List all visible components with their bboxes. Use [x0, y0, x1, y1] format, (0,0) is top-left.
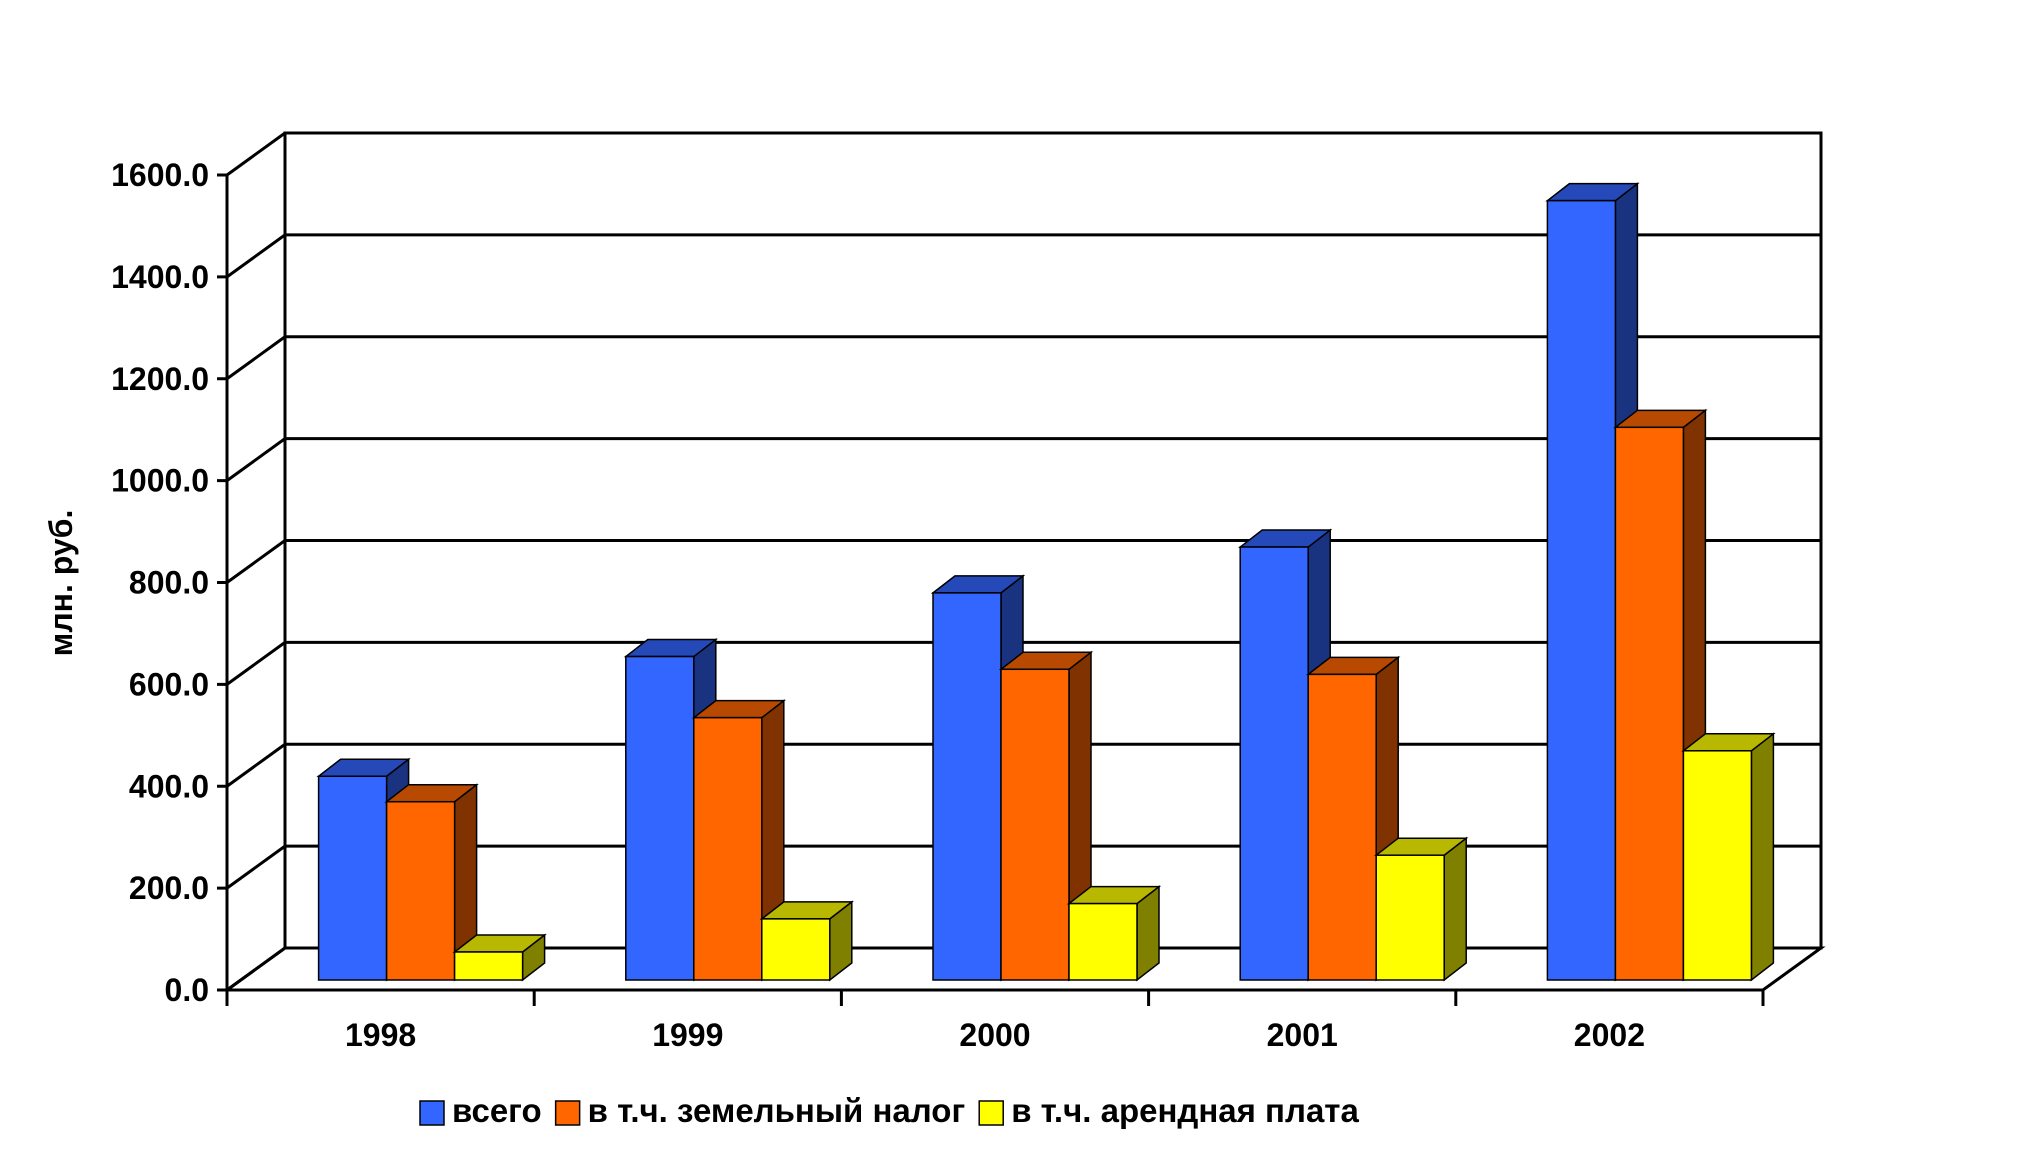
legend-swatch [419, 1100, 445, 1126]
y-tick-label: 0.0 [165, 972, 209, 1008]
y-tick-label: 400.0 [129, 768, 209, 804]
gridline-side [226, 131, 286, 177]
y-tick-label: 800.0 [129, 565, 209, 601]
y-axis-ticks: 0.0 200.0 400.0 600.0 800.0 1000.0 1200.0 1400.… [111, 157, 227, 1008]
gridline-side [226, 335, 286, 380]
legend-item: в т.ч. арендная плата [978, 1092, 1359, 1129]
bar-2001-2 [1374, 836, 1469, 982]
bar-2000-2 [1066, 885, 1162, 982]
legend-swatch [554, 1100, 581, 1126]
bar-2001-1 [1306, 655, 1401, 982]
gridline-side [226, 641, 286, 686]
x-tick-label: 2000 [959, 1017, 1030, 1053]
legend-item: всего [419, 1092, 542, 1129]
y-tick-label: 200.0 [129, 870, 209, 906]
bars [316, 182, 1776, 982]
x-axis-ticks: 1998 1999 2000 2001 2002 [225, 990, 1765, 1053]
x-tick-label: 1998 [345, 1017, 416, 1053]
x-tick-label: 2002 [1574, 1017, 1645, 1053]
bar-1998-1 [384, 783, 479, 982]
legend-label: всего [452, 1092, 542, 1129]
gridline-side [226, 233, 286, 279]
y-axis-title: млн. руб. [43, 510, 79, 657]
bar-2000-1 [998, 650, 1094, 982]
gridline-side [226, 437, 286, 482]
bar-1999-2 [759, 900, 854, 982]
legend-swatch [978, 1100, 1004, 1126]
x-tick-label: 1999 [652, 1017, 723, 1053]
y-tick-label: 1000.0 [111, 463, 209, 499]
y-tick-label: 1600.0 [111, 157, 209, 193]
y-tick-label: 600.0 [129, 666, 209, 702]
y-tick-label: 1400.0 [111, 259, 209, 295]
legend-label: в т.ч. земельный налог [588, 1092, 966, 1129]
bar-1999-1 [691, 699, 786, 982]
bar-2002-2 [1681, 732, 1776, 982]
legend: всего в т.ч. земельный налог в т.ч. арендн… [419, 1092, 1359, 1129]
legend-label: в т.ч. арендная плата [1011, 1092, 1359, 1129]
gridline-side [226, 844, 286, 890]
bar-1998-2 [452, 933, 547, 982]
gridline-side [226, 539, 286, 584]
legend-item: в т.ч. земельный налог [554, 1092, 966, 1129]
y-tick-label: 1200.0 [111, 361, 209, 397]
gridline-side [226, 946, 286, 992]
gridline-side [226, 743, 286, 788]
x-tick-label: 2001 [1267, 1017, 1338, 1053]
